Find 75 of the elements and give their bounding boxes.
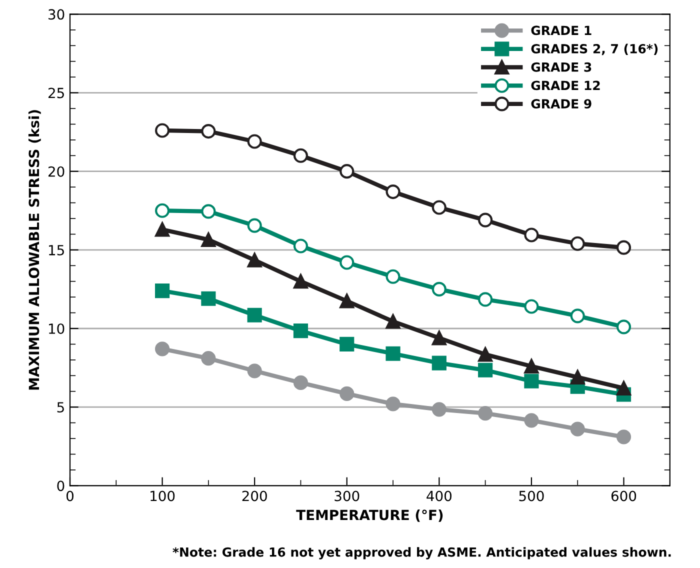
point	[524, 374, 539, 388]
x-tick-label: 600	[611, 490, 636, 502]
point	[616, 320, 632, 334]
legend-label: GRADE 1	[531, 26, 592, 36]
point	[570, 370, 585, 385]
point	[432, 330, 446, 346]
point	[524, 299, 539, 314]
x-tick-label: 100	[150, 490, 175, 502]
point	[340, 164, 354, 179]
point	[154, 222, 170, 237]
point	[570, 236, 585, 251]
point	[432, 282, 446, 296]
point	[154, 203, 170, 218]
legend-label: GRADE 9	[531, 99, 592, 109]
point	[293, 148, 308, 163]
point	[386, 184, 400, 200]
point	[201, 291, 216, 306]
point	[386, 346, 400, 361]
text: *Note: Grade 16 not yet approved by ASME. Anticipated values shown.	[172, 547, 671, 560]
x-tick-label: 300	[334, 490, 360, 502]
y-tick-label: 15	[48, 245, 64, 256]
point	[154, 342, 170, 356]
x-axis-title: TEMPERATURE (°F)	[296, 510, 443, 522]
legend-label: GRADE 3	[531, 62, 592, 72]
point	[524, 358, 539, 374]
point	[570, 422, 585, 436]
x-tick-label: 200	[242, 490, 267, 502]
point	[616, 240, 632, 255]
point	[340, 294, 354, 308]
y-tick-label: 5	[57, 402, 64, 413]
y-tick-label: 0	[57, 480, 64, 492]
point	[616, 430, 632, 444]
point	[478, 292, 493, 307]
point	[432, 402, 446, 417]
point	[247, 308, 262, 322]
legend-label: GRADE 12	[531, 80, 600, 90]
y-axis-title: MAXIMUM ALLOWABLE STRESS (ksi)	[28, 110, 41, 390]
point	[570, 308, 585, 324]
point	[478, 406, 493, 421]
point	[293, 274, 308, 289]
point	[154, 123, 170, 138]
x-tick-label: 0	[66, 490, 74, 502]
point	[247, 364, 262, 378]
point	[340, 336, 354, 352]
point	[524, 413, 539, 428]
x-tick-label: 500	[519, 490, 544, 502]
point	[478, 212, 493, 228]
point	[478, 347, 493, 362]
y-tick-label: 25	[48, 88, 64, 98]
point	[293, 324, 308, 338]
point	[293, 375, 308, 390]
point	[616, 380, 632, 396]
legend-label: GRADES 2, 7 (16*)	[531, 44, 658, 56]
point	[154, 283, 170, 298]
point	[432, 356, 446, 370]
point	[340, 386, 354, 402]
y-tick-label: 10	[48, 323, 64, 334]
point	[432, 200, 446, 215]
point	[386, 396, 400, 412]
point	[247, 218, 262, 233]
point	[201, 204, 216, 219]
point	[293, 238, 308, 254]
point	[386, 314, 400, 329]
point	[201, 351, 216, 366]
point	[340, 255, 354, 270]
point	[386, 269, 400, 284]
y-tick-label: 30	[48, 9, 64, 20]
point	[478, 362, 493, 378]
point	[201, 124, 216, 139]
x-tick-label: 400	[426, 490, 452, 502]
y-tick-label: 20	[48, 166, 64, 177]
point	[247, 134, 262, 149]
point	[247, 252, 262, 268]
point	[524, 228, 539, 242]
point	[201, 232, 216, 247]
